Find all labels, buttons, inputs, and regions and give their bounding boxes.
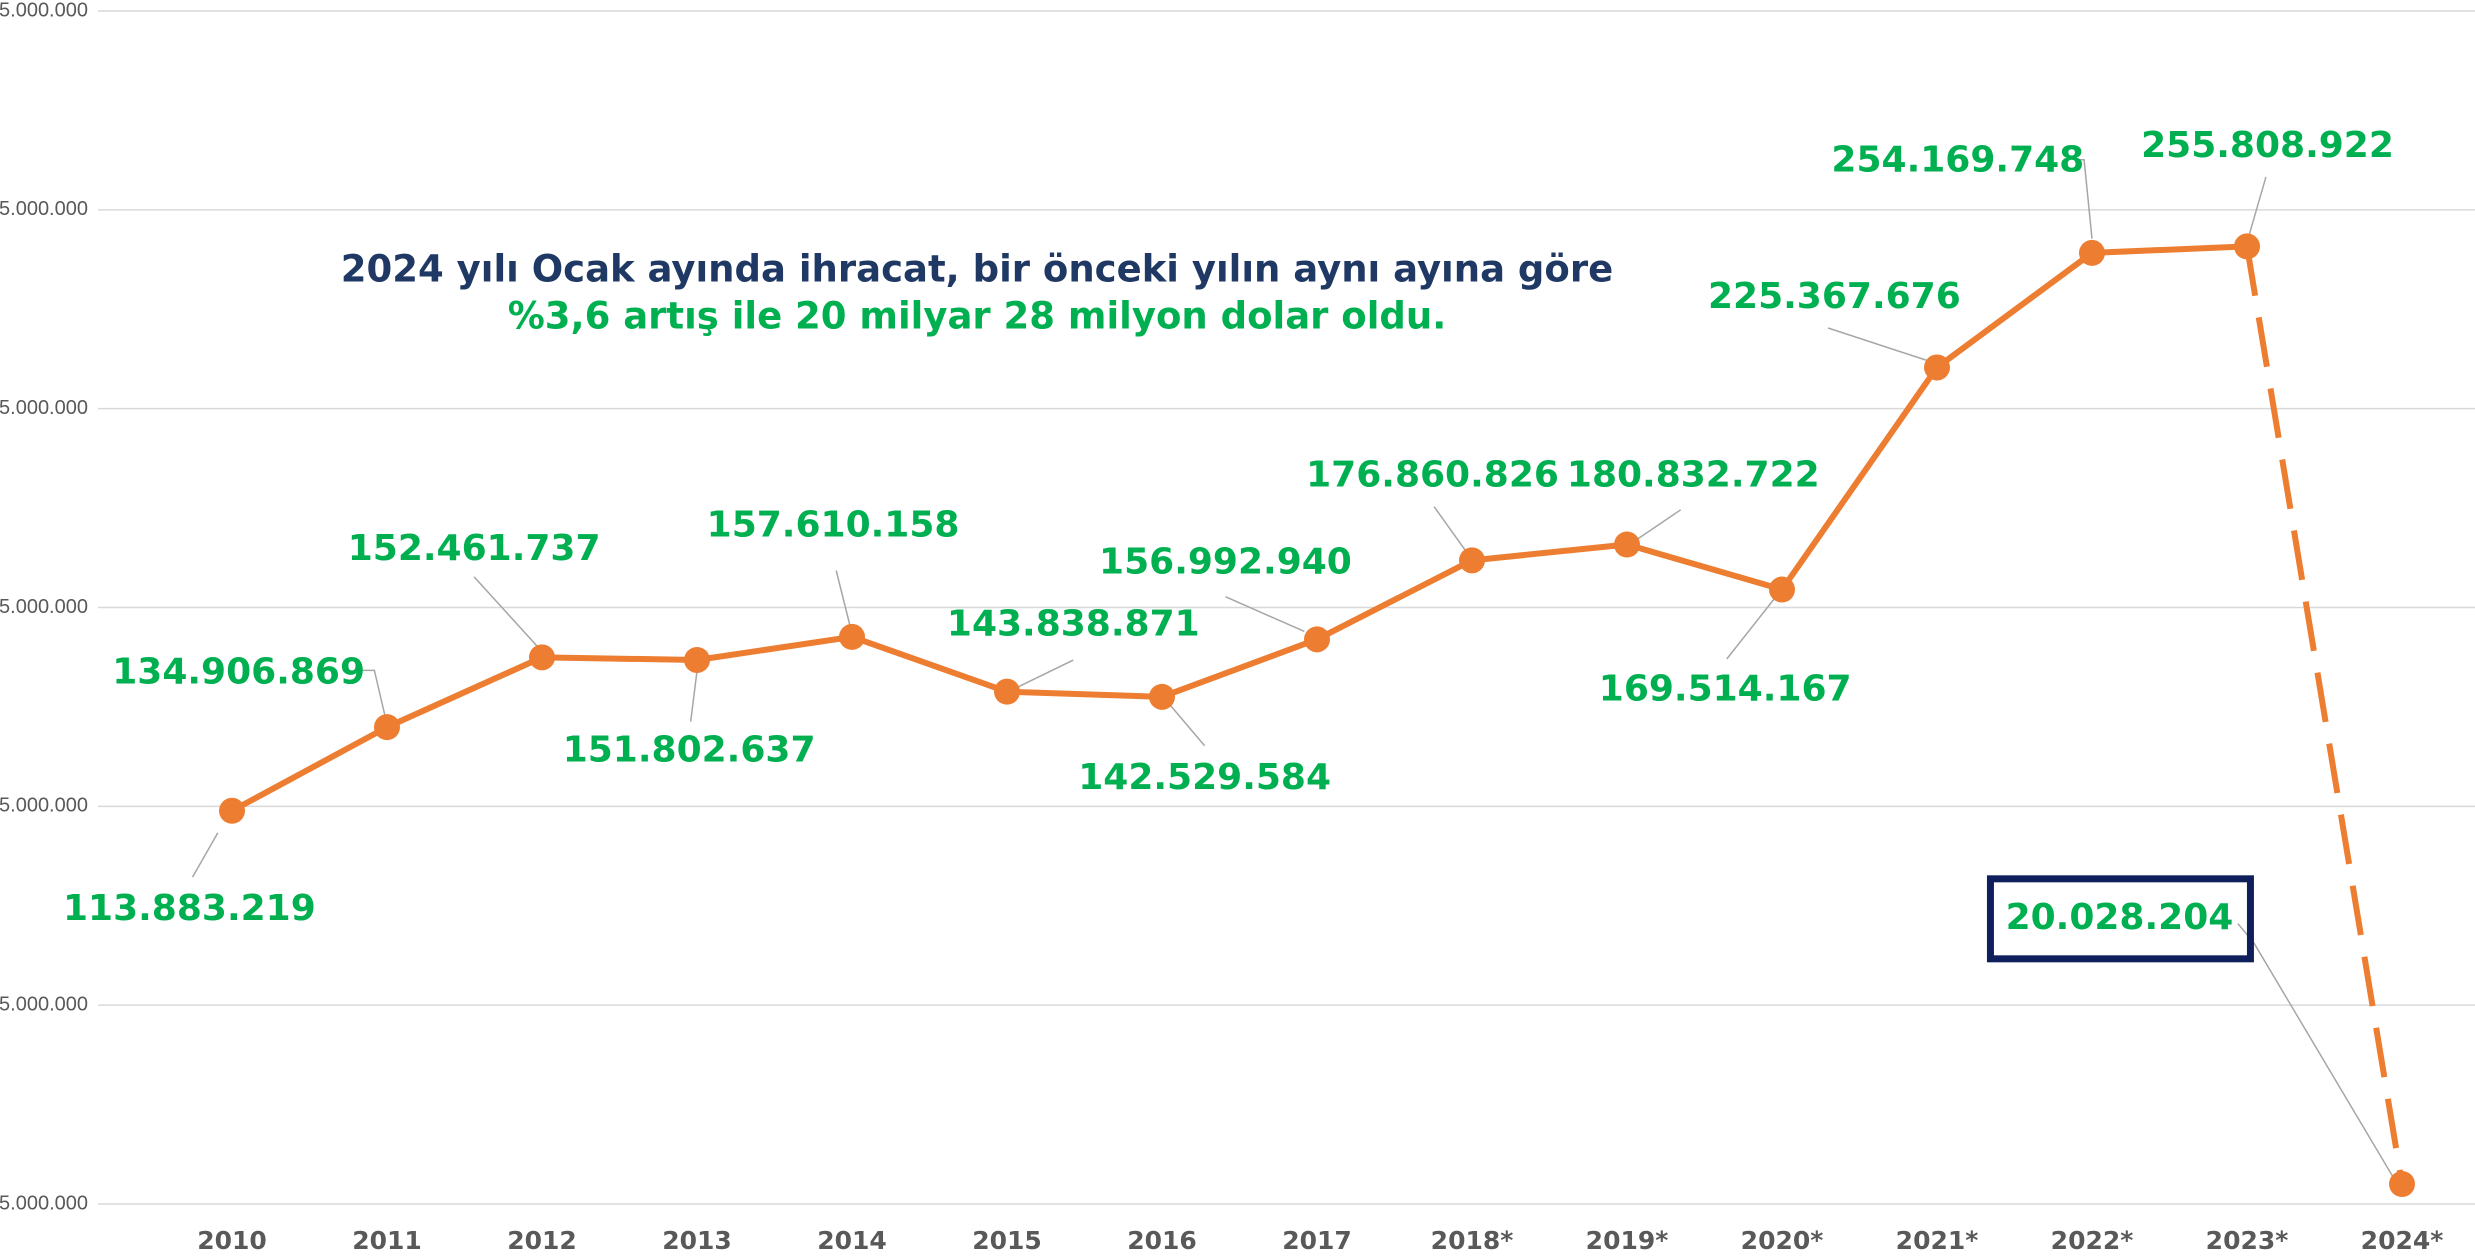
x-tick-label: 2010	[197, 1226, 267, 1255]
leader-line	[1169, 704, 1206, 747]
leader-line	[1433, 506, 1467, 552]
data-label: 255.808.922	[2141, 125, 2394, 166]
data-label: 152.461.737	[348, 528, 601, 569]
point	[374, 714, 400, 741]
label-box	[1986, 875, 2254, 963]
x-tick-label: 2016	[1127, 1226, 1197, 1255]
point	[219, 797, 245, 824]
point	[839, 623, 865, 650]
point	[1614, 531, 1640, 558]
x-tick-label: 2023*	[2206, 1226, 2289, 1255]
x-tick-label: 2013	[662, 1226, 732, 1255]
leader-line	[1636, 509, 1682, 541]
data-label: 156.992.940	[1099, 542, 1352, 583]
point	[2389, 1171, 2415, 1198]
annotation: 2024 yılı Ocak ayında ihracat, bir öncek…	[341, 248, 1613, 291]
y-tick-label: 115.000.000	[0, 795, 88, 817]
point	[1769, 576, 1795, 603]
y-tick-label: 65.000.000	[0, 993, 88, 1015]
y-tick-label: 315.000.000	[0, 0, 88, 21]
x-tick-label: 2011	[352, 1226, 422, 1255]
data-label: 225.367.676	[1708, 276, 1961, 317]
y-tick-label: 15.000.000	[0, 1192, 88, 1214]
x-tick-label: 2019*	[1586, 1226, 1669, 1255]
annotation: %3,6 artış ile 20 milyar 28 milyon dolar…	[508, 295, 1447, 338]
x-tick-label: 2014	[817, 1226, 887, 1255]
point	[684, 646, 710, 673]
y-tick-label: 265.000.000	[0, 198, 88, 220]
x-tick-label: 2020*	[1741, 1226, 1824, 1255]
data-label: 113.883.219	[63, 888, 316, 929]
dashed-line	[2244, 245, 2405, 1185]
x-tick-label: 2012	[507, 1226, 577, 1255]
point	[994, 678, 1020, 705]
x-tick-label: 2015	[972, 1226, 1042, 1255]
data-label: 142.529.584	[1078, 757, 1331, 798]
data-label: 151.802.637	[563, 730, 816, 771]
leader-line	[1726, 598, 1775, 660]
data-label: 143.838.871	[947, 603, 1200, 644]
leader-line	[835, 570, 852, 628]
point	[2079, 239, 2105, 266]
leader-line	[360, 669, 387, 718]
y-tick-label: 165.000.000	[0, 596, 88, 618]
leader-line	[2237, 923, 2394, 1177]
point	[1459, 547, 1485, 574]
leader-line	[2247, 176, 2267, 238]
data-label: 176.860.826	[1306, 455, 1559, 496]
data-label: 157.610.158	[707, 504, 960, 545]
leader-line	[2074, 159, 2093, 239]
point	[529, 644, 555, 671]
data-label: 134.906.869	[112, 652, 365, 693]
x-tick-label: 2022*	[2051, 1226, 2134, 1255]
data-label: 20.028.204	[2006, 897, 2234, 938]
x-tick-label: 2024*	[2361, 1226, 2444, 1255]
x-tick-label: 2021*	[1896, 1226, 1979, 1255]
data-label: 169.514.167	[1599, 669, 1852, 710]
point	[2234, 233, 2260, 260]
leader-line	[473, 576, 538, 647]
point	[1304, 626, 1330, 653]
leader-line	[1827, 327, 1930, 362]
data-label: 254.169.748	[1831, 139, 2084, 180]
line	[230, 243, 2248, 814]
leader-line	[191, 832, 219, 878]
point	[1149, 683, 1175, 710]
x-tick-label: 2018*	[1431, 1226, 1514, 1255]
x-tick-label: 2017	[1282, 1226, 1352, 1255]
y-tick-label: 215.000.000	[0, 397, 88, 419]
leader-line	[1225, 596, 1305, 633]
leader-line	[1017, 659, 1074, 688]
data-label: 180.832.722	[1567, 455, 1820, 496]
leader-line	[689, 670, 698, 722]
point	[1924, 354, 1950, 381]
